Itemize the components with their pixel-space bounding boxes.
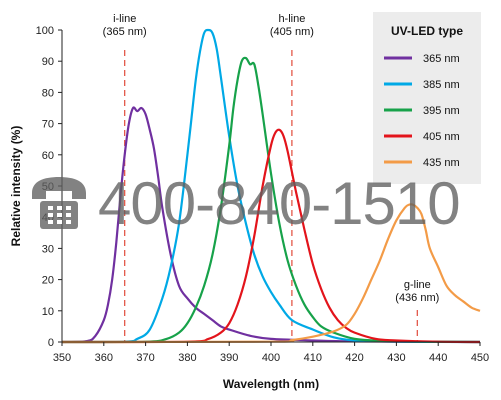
y-tick-label: 50 [42, 181, 54, 193]
series-line-395-nm [61, 56, 481, 344]
x-tick-label: 410 [304, 352, 322, 364]
y-tick-label: 10 [42, 306, 54, 318]
x-tick-label: 360 [95, 352, 113, 364]
legend-label: 365 nm [423, 53, 460, 65]
y-tick-label: 70 [42, 119, 54, 131]
y-axis-title: Relative intensity (%) [9, 126, 23, 247]
reference-line-label: (436 nm) [395, 292, 439, 304]
legend-label: 435 nm [423, 157, 460, 169]
y-tick-label: 60 [42, 150, 54, 162]
reference-line-label: h-line [278, 13, 305, 25]
reference-line-label: i-line [113, 13, 136, 25]
x-tick-label: 390 [220, 352, 238, 364]
legend-label: 385 nm [423, 79, 460, 91]
series-line-365-nm [61, 106, 481, 344]
x-tick-label: 430 [387, 352, 405, 364]
legend-label: 405 nm [423, 131, 460, 143]
x-tick-label: 420 [345, 352, 363, 364]
legend: UV-LED type 365 nm 385 nm 395 nm 405 nm 435 … [373, 12, 481, 184]
x-tick-label: 350 [53, 352, 71, 364]
annotation-layer: i-line(365 nm) h-line(405 nm) g-line(436 n… [103, 13, 439, 342]
y-tick-label: 90 [42, 56, 54, 68]
series-line-405-nm [61, 128, 481, 344]
series-line-385-nm [61, 28, 481, 344]
y-tick-label: 30 [42, 243, 54, 255]
legend-background [373, 12, 481, 184]
legend-items: 365 nm 385 nm 395 nm 405 nm 435 nm [384, 53, 460, 169]
legend-label: 395 nm [423, 105, 460, 117]
y-tick-label: 20 [42, 275, 54, 287]
series-line-435-nm [61, 203, 481, 344]
y-tick-label: 0 [48, 337, 54, 349]
series-layer [61, 28, 481, 344]
reference-line-label: (405 nm) [270, 26, 314, 38]
y-tick-label: 80 [42, 87, 54, 99]
legend-title: UV-LED type [391, 24, 463, 38]
x-axis-title: Wavelength (nm) [223, 377, 319, 391]
x-tick-label: 400 [262, 352, 280, 364]
reference-line-label: g-line [404, 279, 431, 291]
y-ticks: 0 10 20 30 40 50 60 70 80 90 100 [36, 25, 62, 349]
x-tick-label: 380 [178, 352, 196, 364]
reference-line-label: (365 nm) [103, 26, 147, 38]
x-ticks: 350 360 370 380 390 400 410 420 430 440 450 [53, 342, 489, 364]
y-tick-label: 40 [42, 212, 54, 224]
y-tick-label: 100 [36, 25, 54, 37]
x-tick-label: 370 [136, 352, 154, 364]
x-tick-label: 440 [429, 352, 447, 364]
x-tick-label: 450 [471, 352, 489, 364]
